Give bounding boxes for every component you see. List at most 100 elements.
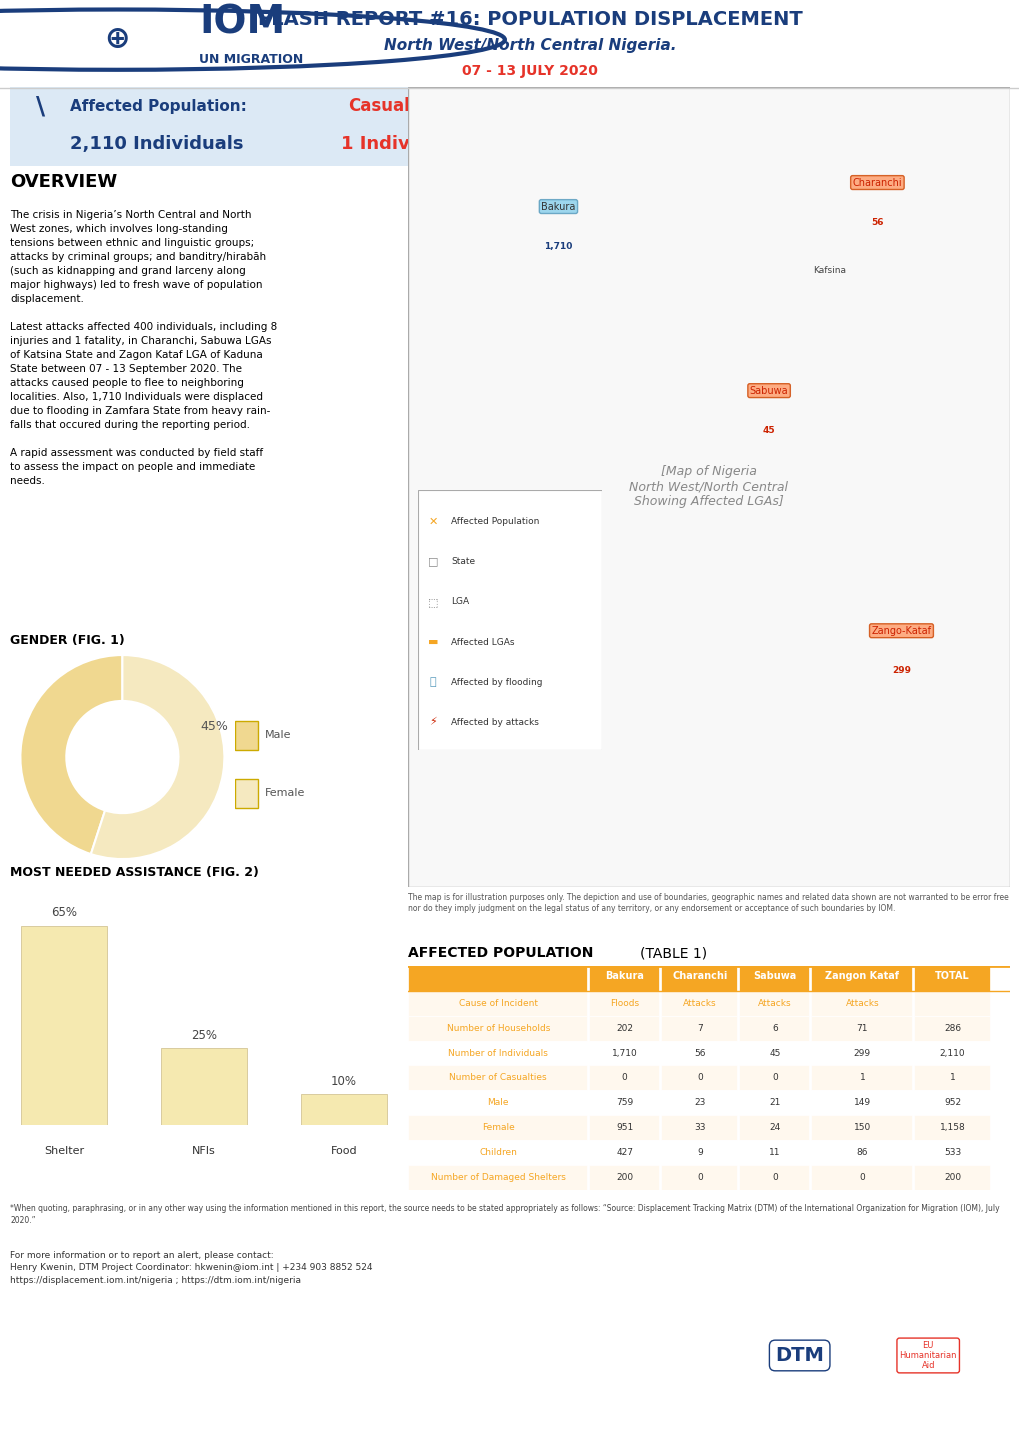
Text: 1: 1 <box>949 1073 955 1083</box>
Text: DTM: DTM <box>933 19 982 37</box>
Text: Zangon Kataf: Zangon Kataf <box>824 970 899 981</box>
FancyBboxPatch shape <box>588 1041 658 1066</box>
FancyBboxPatch shape <box>810 1115 911 1141</box>
Text: 7: 7 <box>696 1024 702 1032</box>
Text: [Map of Nigeria
North West/North Central
Showing Affected LGAs]: [Map of Nigeria North West/North Central… <box>629 466 788 508</box>
FancyBboxPatch shape <box>408 1090 586 1115</box>
FancyBboxPatch shape <box>913 1115 989 1141</box>
Text: Casualties:: Casualties: <box>348 98 451 115</box>
Bar <box>301 1094 386 1125</box>
FancyBboxPatch shape <box>660 1090 737 1115</box>
FancyBboxPatch shape <box>810 966 911 991</box>
FancyBboxPatch shape <box>810 991 911 1015</box>
Text: Movement Trigger:: Movement Trigger: <box>640 98 818 115</box>
Text: The map is for illustration purposes only. The depiction and use of boundaries, : The map is for illustration purposes onl… <box>408 893 1008 913</box>
FancyBboxPatch shape <box>913 1066 989 1090</box>
Text: Male: Male <box>265 731 291 740</box>
FancyBboxPatch shape <box>913 1015 989 1041</box>
FancyBboxPatch shape <box>739 991 809 1015</box>
Text: 150: 150 <box>853 1123 870 1132</box>
Text: 6: 6 <box>771 1024 777 1032</box>
Text: Attacks: Attacks <box>683 999 716 1008</box>
Text: Number of Households: Number of Households <box>446 1024 549 1032</box>
FancyBboxPatch shape <box>408 1165 586 1190</box>
FancyBboxPatch shape <box>408 1041 586 1066</box>
Text: 23: 23 <box>694 1099 705 1107</box>
Text: Number of Casualties: Number of Casualties <box>449 1073 546 1083</box>
Text: 759: 759 <box>615 1099 633 1107</box>
Text: Attacks: Attacks <box>845 999 878 1008</box>
Text: Number of Damaged Shelters: Number of Damaged Shelters <box>430 1172 566 1182</box>
FancyBboxPatch shape <box>588 991 658 1015</box>
Text: 💧: 💧 <box>429 678 436 688</box>
FancyBboxPatch shape <box>660 1041 737 1066</box>
Text: 11: 11 <box>768 1148 781 1156</box>
Text: Kafsina: Kafsina <box>812 267 845 275</box>
Text: Affected by attacks: Affected by attacks <box>450 718 539 727</box>
Text: 299: 299 <box>853 1048 870 1057</box>
Text: 0: 0 <box>622 1073 627 1083</box>
Text: For more information or to report an alert, please contact:
Henry Kwenin, DTM Pr: For more information or to report an ale… <box>10 1250 372 1285</box>
Text: 951: 951 <box>615 1123 633 1132</box>
Text: UN MIGRATION: UN MIGRATION <box>199 53 303 66</box>
Text: □: □ <box>427 557 438 567</box>
Text: ⬚: ⬚ <box>427 597 438 607</box>
FancyBboxPatch shape <box>660 1165 737 1190</box>
Text: 0: 0 <box>771 1172 777 1182</box>
Text: Affected Population: Affected Population <box>450 516 539 526</box>
Text: Sabuwa: Sabuwa <box>749 385 788 395</box>
FancyBboxPatch shape <box>739 1066 809 1090</box>
Text: 1 Individual: 1 Individual <box>340 134 459 153</box>
Text: 0: 0 <box>696 1172 702 1182</box>
Text: 427: 427 <box>615 1148 633 1156</box>
Text: State: State <box>450 557 475 567</box>
FancyBboxPatch shape <box>588 1066 658 1090</box>
Text: 65%: 65% <box>51 907 77 920</box>
FancyBboxPatch shape <box>739 966 809 991</box>
Text: Floods: Floods <box>609 999 639 1008</box>
FancyBboxPatch shape <box>408 87 1009 887</box>
FancyBboxPatch shape <box>588 1115 658 1141</box>
Text: 533: 533 <box>943 1148 960 1156</box>
Text: FLASH REPORT #16: POPULATION DISPLACEMENT: FLASH REPORT #16: POPULATION DISPLACEMEN… <box>258 10 802 29</box>
Text: ✕: ✕ <box>428 516 437 526</box>
Text: GENDER (FIG. 1): GENDER (FIG. 1) <box>10 634 125 647</box>
Text: \: \ <box>36 94 45 118</box>
FancyBboxPatch shape <box>408 1015 586 1041</box>
Text: ⊕: ⊕ <box>105 25 130 55</box>
FancyBboxPatch shape <box>588 966 658 991</box>
FancyBboxPatch shape <box>810 1165 911 1190</box>
Text: DTM: DTM <box>774 1345 823 1366</box>
Text: Sabuwa: Sabuwa <box>753 970 796 981</box>
Text: Children: Children <box>479 1148 517 1156</box>
Text: 45%: 45% <box>200 720 228 733</box>
Text: Female: Female <box>265 789 306 797</box>
FancyBboxPatch shape <box>408 1066 586 1090</box>
Text: Armed attacks/: Armed attacks/ <box>664 127 795 141</box>
Bar <box>234 721 258 750</box>
Text: Affected LGAs: Affected LGAs <box>450 637 515 646</box>
Text: Bakura: Bakura <box>604 970 643 981</box>
FancyBboxPatch shape <box>588 1165 658 1190</box>
FancyBboxPatch shape <box>739 1165 809 1190</box>
Text: EU
Humanitarian
Aid: EU Humanitarian Aid <box>899 1341 956 1370</box>
Text: Attacks: Attacks <box>757 999 791 1008</box>
Text: North West/North Central Nigeria.: North West/North Central Nigeria. <box>384 39 676 53</box>
Text: Affected by flooding: Affected by flooding <box>450 678 542 686</box>
FancyBboxPatch shape <box>588 1015 658 1041</box>
FancyBboxPatch shape <box>810 1015 911 1041</box>
FancyBboxPatch shape <box>0 85 1019 167</box>
Text: OVERVIEW: OVERVIEW <box>10 173 117 190</box>
Text: Food: Food <box>330 1146 357 1156</box>
Text: 1: 1 <box>859 1073 864 1083</box>
Text: Number of Individuals: Number of Individuals <box>448 1048 547 1057</box>
Text: Nigeria: Nigeria <box>937 55 978 65</box>
FancyBboxPatch shape <box>810 1090 911 1115</box>
FancyBboxPatch shape <box>408 1115 586 1141</box>
Text: Male: Male <box>487 1099 508 1107</box>
Text: 1,158: 1,158 <box>938 1123 965 1132</box>
Text: LGA: LGA <box>450 597 469 607</box>
Text: 0: 0 <box>859 1172 864 1182</box>
Text: Charanchi: Charanchi <box>852 177 902 187</box>
FancyBboxPatch shape <box>739 1015 809 1041</box>
